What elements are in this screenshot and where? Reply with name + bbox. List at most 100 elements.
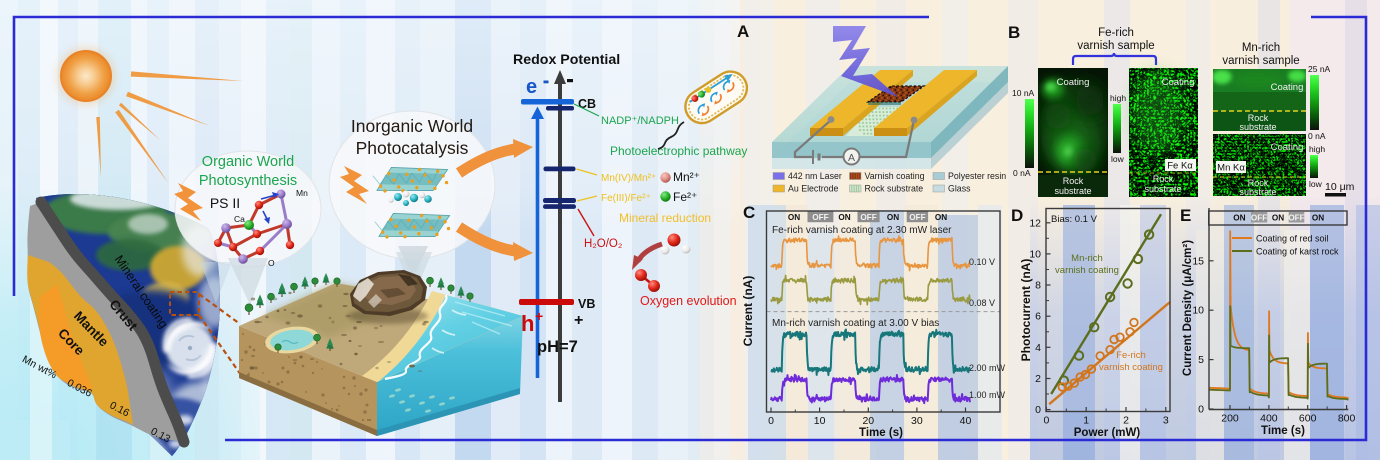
- svg-text:Mn(IV)/Mn²⁺: Mn(IV)/Mn²⁺: [601, 173, 656, 184]
- svg-text:2: 2: [1035, 373, 1041, 385]
- svg-text:10: 10: [814, 415, 826, 427]
- svg-text:400: 400: [1260, 413, 1278, 425]
- svg-text:4: 4: [1035, 342, 1041, 354]
- svg-text:A: A: [737, 22, 749, 41]
- svg-text:+: +: [574, 312, 583, 329]
- svg-text:OFF: OFF: [860, 213, 876, 222]
- svg-text:20: 20: [862, 415, 874, 427]
- svg-text:A: A: [848, 152, 855, 164]
- svg-text:Time (s): Time (s): [859, 427, 903, 439]
- svg-text:Photocatalysis: Photocatalysis: [356, 138, 469, 158]
- svg-text:40: 40: [960, 415, 972, 427]
- svg-text:Fe²⁺: Fe²⁺: [673, 190, 697, 204]
- svg-text:OFF: OFF: [1251, 213, 1267, 222]
- svg-text:CB: CB: [578, 97, 596, 111]
- svg-text:Rock: Rock: [1248, 113, 1269, 123]
- svg-text:200: 200: [1221, 413, 1239, 425]
- svg-text:800: 800: [1338, 413, 1356, 425]
- svg-text:low: low: [1309, 179, 1323, 189]
- svg-text:600: 600: [1299, 413, 1317, 425]
- svg-text:ON: ON: [1233, 213, 1245, 222]
- svg-text:Redox Potential: Redox Potential: [513, 52, 620, 68]
- svg-text:10 nA: 10 nA: [1012, 88, 1035, 98]
- svg-text:Mn-rich varnish coating at 3.0: Mn-rich varnish coating at 3.00 V bias: [772, 318, 939, 329]
- svg-text:Photocurrent (nA): Photocurrent (nA): [1019, 259, 1033, 362]
- svg-text:Varnish coating: Varnish coating: [865, 171, 925, 181]
- svg-text:Ca: Ca: [234, 214, 245, 224]
- svg-text:5: 5: [1198, 354, 1204, 366]
- svg-text:Organic World: Organic World: [202, 154, 294, 170]
- svg-text:6: 6: [1035, 311, 1041, 323]
- svg-text:Coating: Coating: [1057, 77, 1090, 88]
- svg-text:varnish sample: varnish sample: [1077, 40, 1154, 52]
- svg-text:10: 10: [1029, 248, 1041, 260]
- svg-text:Coating of red soil: Coating of red soil: [1256, 234, 1329, 244]
- svg-text:1.00 mW: 1.00 mW: [969, 390, 1006, 400]
- svg-text:Polyester resin: Polyester resin: [948, 171, 1006, 181]
- svg-text:0.10 V: 0.10 V: [969, 257, 995, 267]
- svg-text:Current (nA): Current (nA): [741, 276, 755, 347]
- svg-text:15: 15: [1192, 255, 1204, 267]
- svg-text:Mn-rich: Mn-rich: [1071, 253, 1103, 264]
- svg-text:Glass: Glass: [948, 184, 971, 194]
- svg-text:low: low: [1111, 154, 1125, 164]
- svg-text:0: 0: [1035, 404, 1041, 416]
- svg-text:NADP⁺/NADPH: NADP⁺/NADPH: [601, 115, 679, 127]
- svg-text:0 nA: 0 nA: [1308, 131, 1326, 141]
- svg-text:Au Electrode: Au Electrode: [788, 184, 838, 194]
- svg-text:Mn: Mn: [296, 188, 308, 198]
- svg-text:varnish sample: varnish sample: [1222, 55, 1299, 67]
- svg-text:OFF: OFF: [909, 213, 925, 222]
- svg-text:Coating: Coating: [1162, 77, 1195, 88]
- svg-text:ON: ON: [788, 213, 800, 222]
- svg-text:Mineral reduction: Mineral reduction: [619, 211, 711, 225]
- svg-text:12: 12: [1029, 217, 1041, 229]
- svg-text:Mn²⁺: Mn²⁺: [673, 170, 700, 184]
- svg-text:Fe-rich: Fe-rich: [1116, 350, 1146, 361]
- svg-text:E: E: [1180, 206, 1191, 225]
- svg-text:0 nA: 0 nA: [1013, 168, 1031, 178]
- svg-text:8: 8: [1035, 280, 1041, 292]
- svg-text:OFF: OFF: [812, 213, 828, 222]
- svg-text:VB: VB: [578, 297, 595, 311]
- svg-text:0.08 V: 0.08 V: [969, 298, 995, 308]
- svg-text:Oxygen evolution: Oxygen evolution: [640, 294, 737, 308]
- svg-text:ON: ON: [935, 213, 947, 222]
- svg-text:varnish coating: varnish coating: [1099, 362, 1163, 373]
- svg-text:10 μm: 10 μm: [1325, 181, 1355, 193]
- svg-text:Inorganic World: Inorganic World: [351, 116, 473, 136]
- svg-text:0: 0: [768, 415, 774, 427]
- svg-text:H₂O/O₂: H₂O/O₂: [584, 238, 622, 250]
- svg-text:varnish coating: varnish coating: [1055, 265, 1119, 276]
- svg-text:1: 1: [1083, 415, 1089, 427]
- svg-text:substrate: substrate: [1239, 122, 1276, 132]
- svg-text:Photoelectrophic pathway: Photoelectrophic pathway: [610, 144, 747, 158]
- svg-text:Time (s): Time (s): [1261, 425, 1305, 437]
- svg-text:ON: ON: [1272, 213, 1284, 222]
- svg-text:30: 30: [911, 415, 923, 427]
- svg-text:Rock: Rock: [1063, 176, 1084, 186]
- svg-text:substrate: substrate: [1239, 187, 1276, 197]
- svg-text:Mn Kα: Mn Kα: [1217, 163, 1245, 174]
- svg-text:Bias: 0.1 V: Bias: 0.1 V: [1051, 214, 1098, 225]
- svg-text:O: O: [268, 258, 275, 268]
- svg-text:ON: ON: [838, 213, 850, 222]
- svg-text:substrate: substrate: [1054, 186, 1091, 196]
- svg-text:pH=7: pH=7: [537, 338, 578, 356]
- svg-text:Fe(III)/Fe²⁺: Fe(III)/Fe²⁺: [601, 193, 651, 204]
- svg-text:C: C: [743, 203, 755, 222]
- svg-text:PS II: PS II: [210, 195, 240, 211]
- svg-text:Power (mW): Power (mW): [1074, 427, 1141, 439]
- svg-text:Coating: Coating: [1271, 142, 1304, 153]
- svg-text:high: high: [1110, 93, 1126, 103]
- svg-text:Rock substrate: Rock substrate: [865, 184, 924, 194]
- svg-text:substrate: substrate: [1144, 184, 1181, 194]
- svg-text:Mn-rich: Mn-rich: [1242, 42, 1280, 54]
- svg-text:Rock: Rock: [1248, 178, 1269, 188]
- svg-text:B: B: [1008, 23, 1020, 42]
- svg-text:Rock: Rock: [1153, 174, 1174, 184]
- svg-text:h: h: [521, 311, 534, 336]
- svg-text:Photosynthesis: Photosynthesis: [199, 173, 297, 189]
- svg-text:OFF: OFF: [1288, 213, 1304, 222]
- svg-text:high: high: [1309, 144, 1325, 154]
